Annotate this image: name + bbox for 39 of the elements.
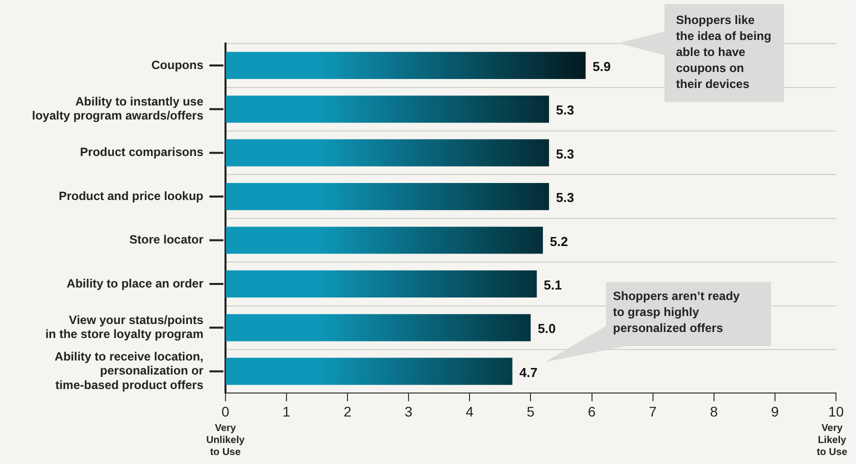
- y-tick-label: View your status/points in the store loyalty program: [45, 312, 204, 342]
- bar: [226, 226, 543, 254]
- bar: [226, 52, 586, 79]
- x-tick-label: 10: [828, 403, 844, 420]
- bar: [226, 314, 531, 342]
- x-tick-label: 9: [771, 403, 780, 420]
- y-tick-label: Product and price lookup: [58, 188, 204, 203]
- x-tick-label: 0: [221, 403, 230, 420]
- y-tick-label: Coupons: [151, 58, 204, 72]
- data-label: 5.2: [550, 234, 568, 249]
- data-label: 5.0: [538, 321, 556, 336]
- speech-bubble: Shoppers like the idea of being able to have coupons on their devices: [618, 4, 784, 102]
- x-tick-label: 1: [282, 403, 291, 420]
- y-tick-label: Ability to receive location, personalization or time-based product offers: [54, 349, 204, 392]
- text: Very Likely to Use: [816, 422, 848, 458]
- text: Very Unlikely to Use: [206, 422, 245, 458]
- y-tick-label: Product comparisons: [80, 145, 204, 160]
- data-label: 5.3: [556, 190, 574, 206]
- data-label: 4.7: [519, 364, 538, 380]
- data-label: 5.1: [544, 278, 562, 293]
- data-label: 5.9: [592, 59, 611, 74]
- x-tick-label: 4: [466, 403, 474, 420]
- data-label: 5.3: [556, 102, 574, 118]
- x-tick-label: 7: [648, 403, 657, 420]
- x-tick-label: 5: [526, 403, 535, 420]
- data-label: 5.3: [556, 146, 574, 162]
- y-tick-label: Ability to instantly use loyalty program awards/offers: [32, 94, 204, 123]
- bar: [226, 358, 512, 385]
- bar: [226, 270, 537, 298]
- x-tick-label: 3: [404, 403, 413, 420]
- bar: [226, 183, 550, 210]
- bar: [226, 96, 550, 123]
- y-tick-label: Store locator: [129, 232, 204, 247]
- x-tick-label: 6: [588, 403, 596, 420]
- bar: [226, 139, 550, 166]
- annotation: Shoppers aren’t ready to grasp highly personalized offers: [613, 289, 740, 335]
- x-tick-label: 2: [344, 403, 352, 420]
- x-tick-label: 8: [710, 403, 718, 420]
- y-tick-label: Ability to place an order: [66, 276, 204, 290]
